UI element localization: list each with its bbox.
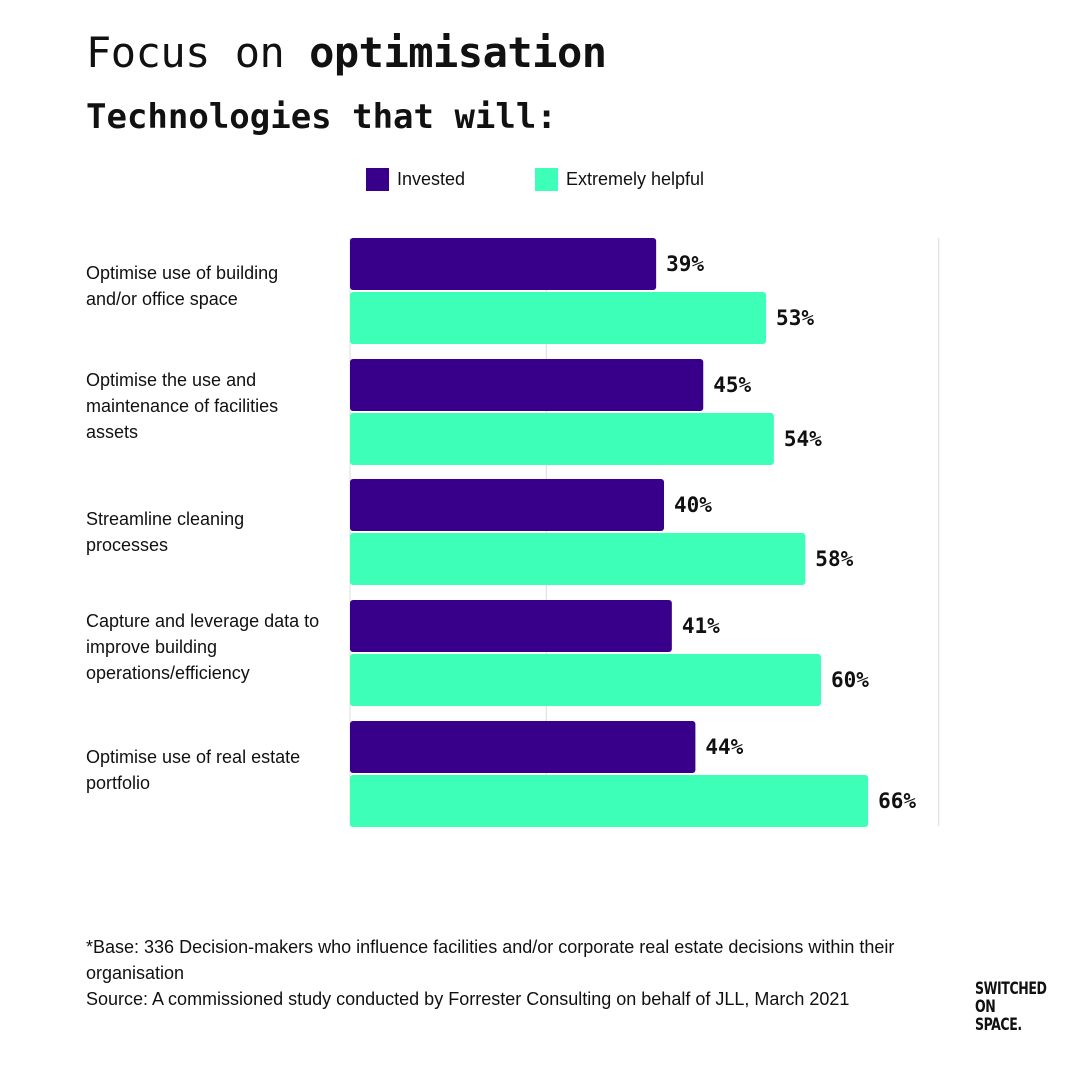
category-label-line: Optimise use of real estate	[86, 747, 301, 767]
category-label: Capture and leverage data to improve bui…	[86, 608, 346, 686]
bar-value-label: 53%	[776, 306, 814, 330]
category-label: Optimise the use and maintenance of faci…	[86, 367, 346, 445]
category-label-line: and/or office space	[86, 289, 238, 309]
category-label-line: maintenance of facilities	[86, 396, 279, 416]
category-label-line: Optimise the use and	[86, 370, 257, 390]
logo-line: SPACE.	[975, 1015, 1022, 1035]
category-label-line: Optimise use of building	[86, 263, 279, 283]
bar-extremely-helpful	[350, 413, 774, 465]
category-label-line: Capture and leverage data to	[86, 611, 320, 631]
legend-label-invested: Invested	[397, 169, 466, 189]
bar-invested	[350, 359, 704, 411]
category-label: Optimise use of real estate portfolio	[86, 744, 346, 796]
legend-item-invested: Invested	[366, 168, 465, 191]
chart-subtitle: Technologies that will:	[86, 97, 557, 137]
legend-swatch-extremely-helpful	[535, 168, 558, 191]
bar-extremely-helpful	[350, 775, 869, 827]
bar-invested	[350, 721, 696, 773]
category-label: Streamline cleaning processes	[86, 506, 346, 558]
category-label-line: Streamline cleaning	[86, 509, 245, 529]
category-label-line: operations/efficiency	[86, 663, 250, 683]
category-label-line: assets	[86, 422, 139, 442]
category-label-line: processes	[86, 535, 169, 555]
title-plain: Focus on	[86, 28, 285, 77]
category-label: Optimise use of building and/or office s…	[86, 260, 346, 312]
bar-extremely-helpful	[350, 533, 806, 585]
bar-value-label: 58%	[815, 547, 853, 571]
bar-invested	[350, 238, 657, 290]
bar-value-label: 44%	[705, 735, 743, 759]
bar-value-label: 41%	[682, 614, 720, 638]
bar-invested	[350, 600, 672, 652]
footnote-source: Source: A commissioned study conducted b…	[86, 989, 850, 1009]
footnote-base: *Base: 336 Decision-makers who influence…	[86, 937, 895, 983]
category-label-line: improve building	[86, 637, 218, 657]
category-label-line: portfolio	[86, 773, 151, 793]
legend-label-extremely-helpful: Extremely helpful	[566, 169, 705, 189]
logo-line: ON	[975, 997, 996, 1017]
bar-value-label: 60%	[831, 668, 869, 692]
bar-value-label: 66%	[878, 789, 916, 813]
page-title: Focus on optimisation	[86, 28, 607, 77]
bar-value-label: 40%	[674, 493, 712, 517]
legend-swatch-invested	[366, 168, 389, 191]
bar-invested	[350, 479, 664, 531]
logo-line: SWITCHED	[975, 979, 1047, 999]
bar-value-label: 54%	[784, 427, 822, 451]
bar-value-label: 45%	[713, 373, 751, 397]
bar-value-label: 39%	[666, 252, 704, 276]
footnote: *Base: 336 Decision-makers who influence…	[86, 934, 966, 1012]
bar-extremely-helpful	[350, 654, 821, 706]
bar-extremely-helpful	[350, 292, 767, 344]
brand-logo: SWITCHED ON SPACE.	[975, 979, 1047, 1035]
legend-item-extremely-helpful: Extremely helpful	[535, 168, 704, 191]
title-bold: optimisation	[309, 28, 607, 77]
